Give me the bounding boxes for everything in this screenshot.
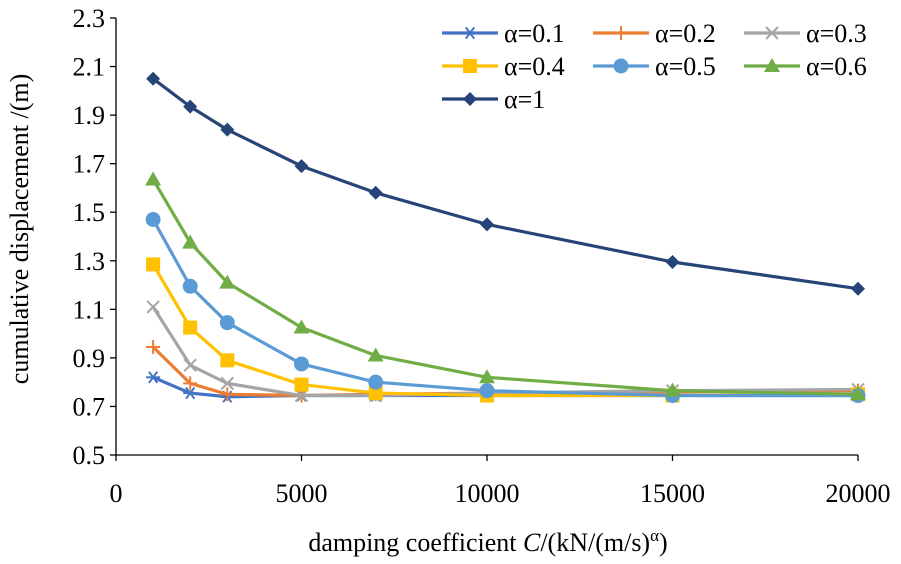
series-5 [145, 212, 866, 404]
data-point [368, 185, 383, 200]
data-point [294, 356, 309, 372]
data-point [851, 281, 865, 296]
data-point [293, 319, 310, 334]
series-4 [146, 257, 865, 403]
data-point [665, 254, 680, 269]
data-point [146, 371, 161, 384]
legend-item: α=0.4 [442, 52, 565, 81]
legend: α=0.1 α=0.2 α=0.3 α=0.4 α=0.5 α=0.6 α=1 [442, 19, 867, 114]
y-tick-label: 1.9 [73, 101, 106, 130]
data-point [480, 217, 494, 232]
legend-item: α=1 [442, 85, 545, 114]
legend-marker [613, 58, 629, 74]
series-3 [146, 300, 865, 403]
data-point [220, 122, 235, 137]
data-point [220, 353, 235, 368]
legend-label: α=0.2 [655, 19, 716, 48]
legend-label: α=0.5 [655, 52, 716, 81]
legend-label: α=0.1 [504, 19, 565, 48]
data-point [664, 382, 681, 397]
data-point [183, 376, 198, 391]
series-line [152, 77, 859, 291]
data-point [294, 377, 309, 392]
x-tick-label: 10000 [455, 479, 520, 508]
data-point [367, 347, 384, 362]
legend-label: α=1 [504, 85, 545, 114]
y-tick-label: 1.5 [73, 198, 106, 227]
y-tick-label: 2.3 [73, 4, 106, 33]
x-tick-label: 5000 [276, 479, 328, 508]
series-line [151, 178, 859, 396]
y-tick-label: 0.9 [73, 344, 106, 373]
legend-label: α=0.4 [504, 52, 565, 81]
data-point [219, 274, 236, 289]
data-point [145, 171, 162, 186]
data-point [183, 99, 198, 114]
data-point [479, 383, 495, 399]
y-tick-label: 0.5 [73, 441, 106, 470]
legend-marker [765, 26, 779, 40]
data-point [182, 234, 199, 249]
x-axis-label: damping coefficient C/(kN/(m/s)α) [308, 526, 667, 557]
data-point [146, 339, 161, 354]
data-point [220, 387, 235, 402]
legend-marker [614, 26, 628, 40]
data-point [183, 358, 197, 372]
y-tick-label: 1.7 [73, 150, 106, 179]
x-tick-label: 0 [110, 479, 123, 508]
data-point [479, 369, 495, 384]
data-point [183, 386, 198, 400]
axes: 0.5 0.7 0.9 1.1 1.3 1.5 1.7 1.9 2.1 2.3 0 5000 10000… [73, 4, 891, 508]
legend-item: α=0.6 [744, 52, 867, 81]
y-tick-label: 1.1 [73, 295, 106, 324]
y-tick-label: 1.3 [73, 247, 106, 276]
y-axis-label: cumulative displacement /(m) [5, 74, 34, 384]
series-7 [146, 71, 865, 296]
legend-item: α=0.2 [593, 19, 716, 48]
series-line [151, 218, 858, 398]
y-tick-label: 0.7 [73, 392, 106, 421]
data-point [146, 71, 161, 86]
series-6 [145, 171, 866, 401]
legend-label: α=0.3 [806, 19, 867, 48]
data-point [182, 278, 198, 294]
data-point [146, 300, 160, 314]
legend-item: α=0.1 [442, 19, 565, 48]
data-point [219, 315, 235, 331]
x-tick-label: 15000 [640, 479, 705, 508]
y-tick-label: 2.1 [73, 53, 106, 82]
legend-item: α=0.5 [593, 52, 716, 81]
legend-item: α=0.3 [744, 19, 867, 48]
data-point [145, 212, 161, 228]
data-point [183, 320, 198, 335]
series-line [151, 263, 859, 398]
series-layer [145, 71, 866, 404]
data-point [220, 376, 235, 391]
legend-marker [463, 59, 477, 73]
legend-label: α=0.6 [806, 52, 867, 81]
data-point [368, 386, 383, 401]
series-line [151, 306, 859, 398]
x-tick-label: 20000 [826, 479, 891, 508]
data-point [294, 159, 309, 174]
data-point [368, 374, 384, 390]
legend-marker [463, 92, 477, 106]
legend-marker [463, 26, 477, 40]
data-point [146, 257, 161, 272]
legend-marker [764, 58, 780, 72]
data-point [850, 386, 866, 401]
